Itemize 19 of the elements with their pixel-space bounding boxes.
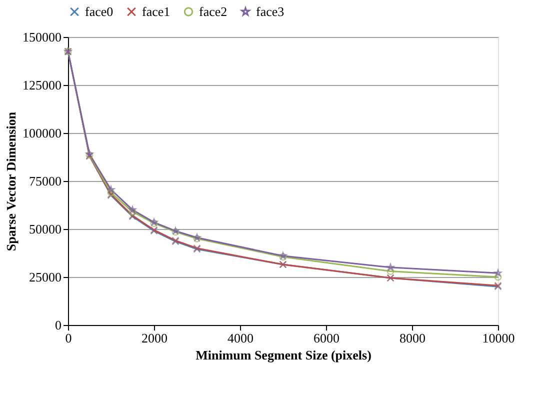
legend-label: face2 xyxy=(199,4,228,19)
legend-label: face1 xyxy=(142,4,170,19)
x-axis-title: Minimum Segment Size (pixels) xyxy=(196,348,372,362)
x-tick-label: 8000 xyxy=(400,330,426,346)
y-tick-label: 50000 xyxy=(29,222,62,236)
legend-label: face0 xyxy=(85,4,114,19)
y-tick-label: 25000 xyxy=(29,270,62,284)
legend-label: face3 xyxy=(256,4,284,19)
y-axis-title: Sparse Vector Dimension xyxy=(4,111,18,252)
x-tick-label: 0 xyxy=(65,330,72,346)
y-tick-label: 0 xyxy=(55,318,62,332)
x-tick-label: 10000 xyxy=(482,330,515,346)
y-tick-label: 125000 xyxy=(22,78,62,92)
x-tick-label: 4000 xyxy=(228,330,254,346)
x-tick-label: 6000 xyxy=(314,330,340,346)
x-tick-label: 2000 xyxy=(142,330,168,346)
y-tick-label: 150000 xyxy=(22,30,62,44)
y-tick-label: 100000 xyxy=(22,126,62,140)
y-tick-label: 75000 xyxy=(29,174,62,188)
